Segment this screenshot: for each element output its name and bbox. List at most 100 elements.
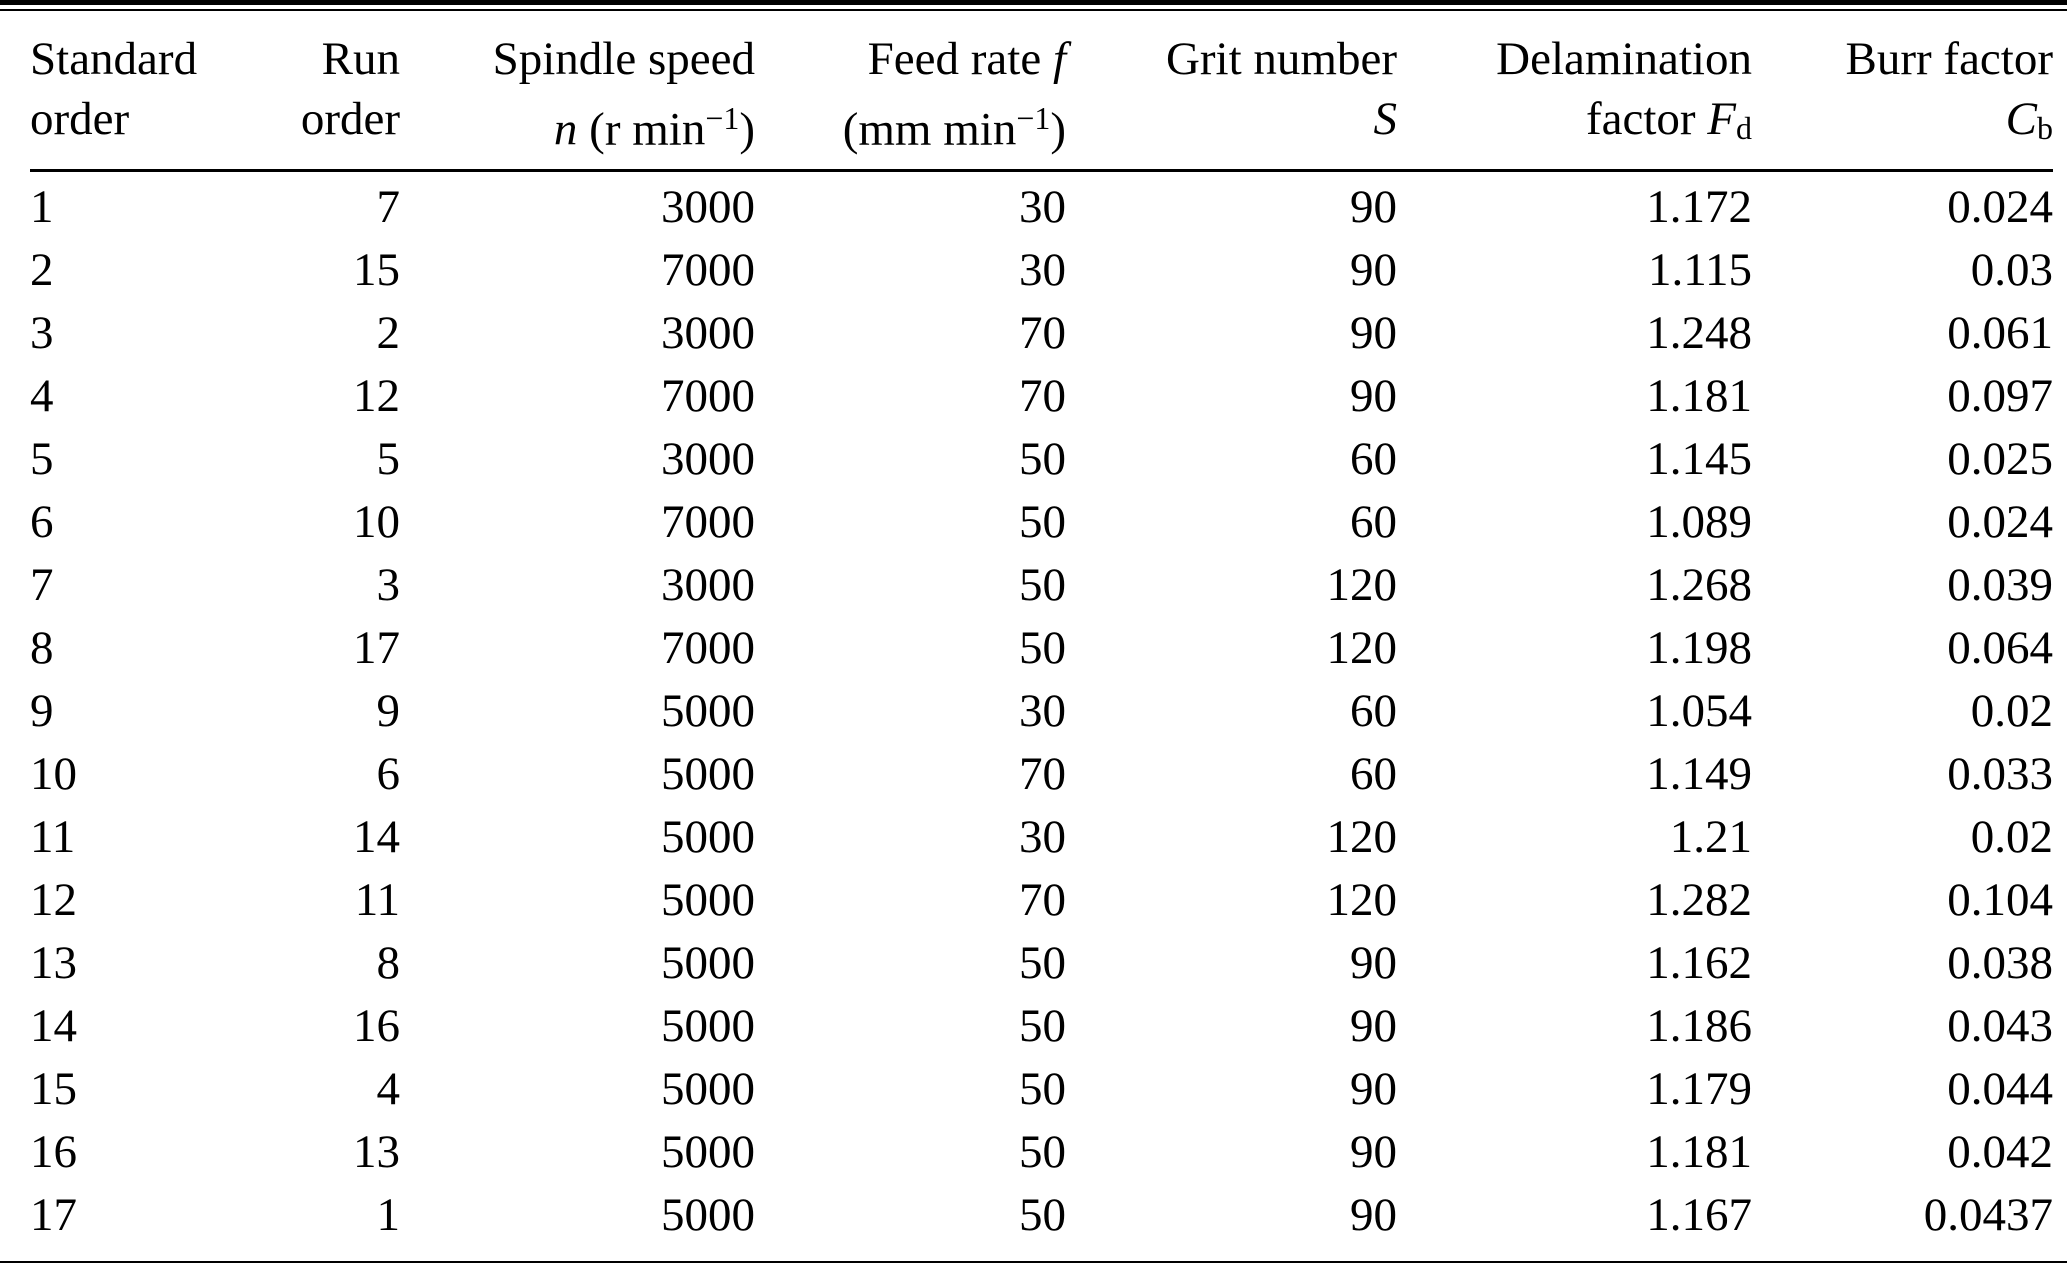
table-row: 11 14 5000 30 120 1.21 0.02 xyxy=(30,806,2053,869)
cell-burr-factor: 0.038 xyxy=(1947,937,2053,990)
cell-run-order: 17 xyxy=(353,622,400,675)
table-row: 2 15 7000 30 90 1.115 0.03 xyxy=(30,239,2053,302)
cell-run-order: 8 xyxy=(376,937,401,990)
cell-run-order: 16 xyxy=(353,1000,400,1053)
cell-grit-number: 90 xyxy=(1350,181,1397,234)
cell-grit-number: 120 xyxy=(1326,811,1398,864)
cell-grit-number: 60 xyxy=(1350,748,1397,801)
cell-spindle-speed: 5000 xyxy=(661,1189,755,1242)
cell-burr-factor: 0.03 xyxy=(1970,244,2053,297)
cell-standard-order: 5 xyxy=(30,433,54,486)
cell-spindle-speed: 5000 xyxy=(661,874,755,927)
table-row: 14 16 5000 50 90 1.186 0.043 xyxy=(30,995,2053,1058)
table-row: 6 10 7000 50 60 1.089 0.024 xyxy=(30,491,2053,554)
cell-delamination-factor: 1.167 xyxy=(1646,1189,1752,1242)
cell-run-order: 11 xyxy=(354,874,400,927)
cell-spindle-speed: 5000 xyxy=(661,1126,755,1179)
cell-feed-rate: 30 xyxy=(1019,181,1066,234)
cell-burr-factor: 0.097 xyxy=(1947,370,2053,423)
cell-standard-order: 1 xyxy=(30,181,54,234)
cell-standard-order: 2 xyxy=(30,244,54,297)
header-text: Feed rate xyxy=(867,33,1053,85)
table-row: 5 5 3000 50 60 1.145 0.025 xyxy=(30,428,2053,491)
cell-spindle-speed: 7000 xyxy=(661,244,755,297)
unit-exponent: −1 xyxy=(1016,101,1051,136)
cell-standard-order: 8 xyxy=(30,622,54,675)
header-line: Feed rate f xyxy=(755,29,1066,89)
table-row: 4 12 7000 70 90 1.181 0.097 xyxy=(30,365,2053,428)
cell-burr-factor: 0.042 xyxy=(1947,1126,2053,1179)
cell-delamination-factor: 1.149 xyxy=(1646,748,1752,801)
header-line: Spindle speed xyxy=(492,33,755,85)
cell-burr-factor: 0.02 xyxy=(1970,811,2053,864)
table-row: 17 1 5000 50 90 1.167 0.0437 xyxy=(30,1184,2053,1247)
cell-standard-order: 7 xyxy=(30,559,54,612)
math-var-F: F xyxy=(1707,93,1737,145)
table-row: 10 6 5000 70 60 1.149 0.033 xyxy=(30,743,2053,806)
table-row: 16 13 5000 50 90 1.181 0.042 xyxy=(30,1121,2053,1184)
cell-delamination-factor: 1.21 xyxy=(1669,811,1752,864)
cell-feed-rate: 50 xyxy=(1019,559,1066,612)
unit-text: ) xyxy=(1050,103,1066,156)
header-text: factor xyxy=(1585,93,1708,145)
table-row: 3 2 3000 70 90 1.248 0.061 xyxy=(30,302,2053,365)
cell-burr-factor: 0.044 xyxy=(1947,1063,2053,1116)
cell-spindle-speed: 5000 xyxy=(661,811,755,864)
table-row: 1 7 3000 30 90 1.172 0.024 xyxy=(30,171,2053,240)
header-row: Standard order Run order Spindle speed n… xyxy=(30,11,2053,173)
top-rule-thin xyxy=(0,9,2067,11)
cell-standard-order: 12 xyxy=(30,874,77,927)
cell-delamination-factor: 1.198 xyxy=(1646,622,1752,675)
cell-grit-number: 90 xyxy=(1350,937,1397,990)
cell-feed-rate: 70 xyxy=(1019,307,1066,360)
cell-spindle-speed: 7000 xyxy=(661,622,755,675)
cell-delamination-factor: 1.268 xyxy=(1646,559,1752,612)
cell-standard-order: 16 xyxy=(30,1126,77,1179)
table-header: Standard order Run order Spindle speed n… xyxy=(30,11,2053,173)
col-header-burr-factor: Burr factor Cb xyxy=(1752,11,2053,173)
cell-burr-factor: 0.02 xyxy=(1970,685,2053,738)
cell-spindle-speed: 7000 xyxy=(661,496,755,549)
table-row: 8 17 7000 50 120 1.198 0.064 xyxy=(30,617,2053,680)
cell-standard-order: 17 xyxy=(30,1189,77,1242)
cell-grit-number: 90 xyxy=(1350,1126,1397,1179)
cell-delamination-factor: 1.181 xyxy=(1646,1126,1752,1179)
cell-spindle-speed: 3000 xyxy=(661,307,755,360)
cell-standard-order: 9 xyxy=(30,685,54,738)
cell-run-order: 12 xyxy=(353,370,400,423)
unit-text: ) xyxy=(739,103,755,156)
cell-standard-order: 3 xyxy=(30,307,54,360)
cell-burr-factor: 0.025 xyxy=(1947,433,2053,486)
cell-grit-number: 90 xyxy=(1350,1000,1397,1053)
cell-spindle-speed: 3000 xyxy=(661,559,755,612)
cell-grit-number: 120 xyxy=(1326,559,1398,612)
col-header-run-order: Run order xyxy=(230,11,400,173)
cell-grit-number: 60 xyxy=(1350,496,1397,549)
col-header-delamination-factor: Delamination factor Fd xyxy=(1397,11,1752,173)
unit-text: (r min xyxy=(577,103,706,156)
cell-grit-number: 90 xyxy=(1350,370,1397,423)
cell-standard-order: 4 xyxy=(30,370,54,423)
cell-feed-rate: 50 xyxy=(1019,1189,1066,1242)
cell-grit-number: 60 xyxy=(1350,433,1397,486)
cell-run-order: 13 xyxy=(353,1126,400,1179)
cell-spindle-speed: 5000 xyxy=(661,685,755,738)
cell-feed-rate: 50 xyxy=(1019,496,1066,549)
doe-results-table: Standard order Run order Spindle speed n… xyxy=(30,11,2053,1247)
cell-feed-rate: 30 xyxy=(1019,811,1066,864)
cell-grit-number: 90 xyxy=(1350,244,1397,297)
cell-feed-rate: 70 xyxy=(1019,874,1066,927)
header-line: factor Fd xyxy=(1397,89,1752,159)
table-body: 1 7 3000 30 90 1.172 0.024 2 15 7000 30 90 1.115 0.03… xyxy=(30,171,2053,1248)
table-row: 7 3 3000 50 120 1.268 0.039 xyxy=(30,554,2053,617)
table-row: 13 8 5000 50 90 1.162 0.038 xyxy=(30,932,2053,995)
cell-grit-number: 120 xyxy=(1326,622,1398,675)
bottom-rule-thin xyxy=(0,1261,2067,1264)
cell-feed-rate: 50 xyxy=(1019,1126,1066,1179)
cell-run-order: 10 xyxy=(353,496,400,549)
header-line: Standard xyxy=(30,33,198,85)
cell-burr-factor: 0.104 xyxy=(1947,874,2053,927)
header-line: order xyxy=(30,93,130,145)
cell-delamination-factor: 1.186 xyxy=(1646,1000,1752,1053)
